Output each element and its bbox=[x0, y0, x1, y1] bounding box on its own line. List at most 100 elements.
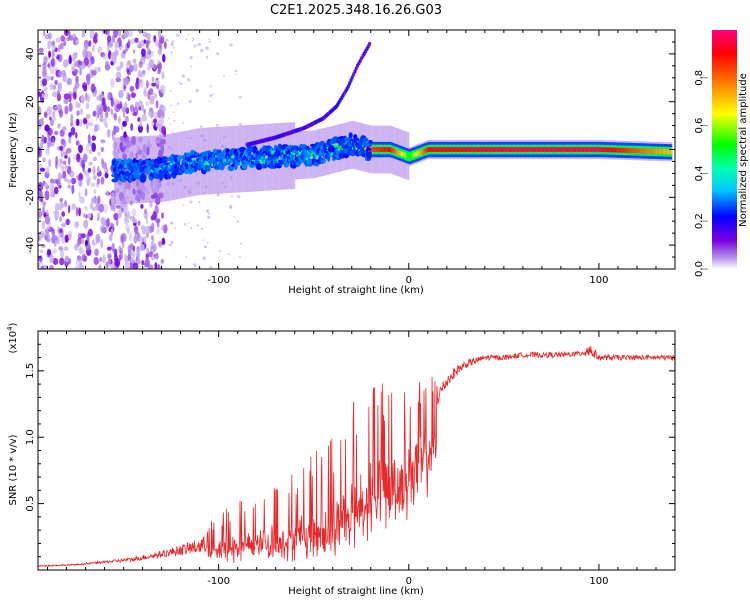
ridge-core bbox=[432, 147, 434, 152]
ridge-core bbox=[652, 148, 654, 154]
noise-blob bbox=[145, 225, 150, 234]
ridge-core bbox=[450, 147, 452, 152]
ridge-core bbox=[666, 149, 668, 155]
ridge-core bbox=[424, 148, 426, 154]
spectrogram-y-ticks: -40 -20 0 20 40 bbox=[25, 29, 675, 270]
noise-blob bbox=[47, 40, 53, 47]
noise-blob bbox=[124, 253, 127, 261]
y-tick-label: 1.0 bbox=[25, 429, 36, 445]
x-tick-label: 0 bbox=[406, 576, 412, 587]
noise-blob bbox=[52, 234, 58, 242]
noise-blob bbox=[48, 158, 52, 168]
ridge-core bbox=[123, 168, 126, 172]
noise-blob bbox=[106, 128, 111, 138]
noise-blob bbox=[71, 184, 75, 195]
noise-blob bbox=[64, 177, 68, 182]
ridge-blob bbox=[205, 166, 211, 172]
ridge-core bbox=[405, 152, 407, 158]
ridge-core bbox=[629, 148, 632, 153]
ridge-core bbox=[669, 149, 672, 155]
x-tick-label: -100 bbox=[207, 576, 230, 587]
ridge-core bbox=[426, 147, 429, 153]
ridge-core bbox=[658, 149, 660, 154]
noise-dot bbox=[234, 74, 237, 76]
x-tick-label: 100 bbox=[589, 275, 608, 286]
noise-blob bbox=[114, 258, 121, 267]
ridge-core bbox=[610, 147, 612, 153]
ridge-core bbox=[473, 147, 475, 152]
ridge-core bbox=[444, 147, 447, 152]
noise-blob bbox=[118, 245, 122, 254]
snr-x-axis-label: Height of straight line (km) bbox=[288, 586, 424, 597]
ridge-core bbox=[391, 147, 393, 153]
noise-blob bbox=[67, 204, 71, 214]
ridge-core bbox=[266, 155, 268, 158]
noise-blob bbox=[90, 83, 96, 93]
noise-blob bbox=[114, 50, 118, 58]
noise-blob bbox=[132, 49, 136, 54]
ridge-core bbox=[507, 147, 510, 152]
noise-blob bbox=[44, 215, 51, 225]
noise-blob bbox=[53, 186, 59, 195]
ridge-core bbox=[419, 150, 422, 155]
noise-blob bbox=[143, 39, 147, 44]
noise-blob bbox=[71, 65, 76, 72]
noise-dot bbox=[216, 52, 220, 56]
ridge-core bbox=[554, 147, 556, 152]
noise-blob bbox=[146, 47, 151, 55]
noise-blob bbox=[155, 252, 159, 260]
ridge-core bbox=[498, 147, 500, 152]
ridge-core bbox=[399, 150, 401, 156]
noise-blob bbox=[150, 235, 155, 241]
noise-blob bbox=[97, 212, 101, 219]
ridge-core bbox=[640, 148, 642, 154]
ridge-core bbox=[532, 147, 535, 152]
noise-blob bbox=[62, 160, 67, 166]
ridge-core bbox=[560, 147, 562, 152]
ridge-core bbox=[630, 148, 633, 153]
ridge-core bbox=[637, 148, 640, 154]
ridge-core bbox=[434, 147, 437, 152]
noise-blob bbox=[156, 63, 161, 70]
ridge-core bbox=[619, 147, 621, 153]
ridge-core bbox=[641, 148, 643, 154]
ridge-core bbox=[439, 147, 441, 152]
ridge-blob bbox=[212, 148, 218, 154]
noise-blob bbox=[91, 142, 96, 152]
noise-blob bbox=[64, 200, 68, 208]
ridge-core bbox=[618, 147, 620, 153]
noise-blob bbox=[62, 61, 68, 68]
ridge-core bbox=[123, 164, 128, 168]
noise-blob bbox=[48, 140, 52, 149]
noise-blob bbox=[112, 248, 118, 254]
noise-blob bbox=[44, 92, 49, 100]
ridge-core bbox=[603, 147, 605, 153]
spectrogram-x-axis-label: Height of straight line (km) bbox=[288, 285, 424, 296]
ridge-core bbox=[310, 153, 313, 157]
noise-blob bbox=[116, 127, 119, 133]
noise-blob bbox=[80, 233, 86, 239]
noise-blob bbox=[56, 54, 60, 60]
noise-blob bbox=[116, 66, 122, 71]
noise-blob bbox=[88, 161, 93, 166]
noise-dot bbox=[190, 227, 193, 230]
ridge-core bbox=[436, 147, 439, 152]
ridge-core bbox=[231, 155, 235, 159]
ridge-core bbox=[525, 147, 528, 152]
ridge-core bbox=[504, 147, 506, 152]
noise-dot bbox=[209, 85, 212, 88]
noise-blob bbox=[131, 250, 136, 258]
noise-blob bbox=[153, 118, 158, 124]
ridge-core bbox=[638, 148, 641, 154]
noise-blob bbox=[91, 44, 95, 53]
noise-blob bbox=[57, 82, 62, 90]
noise-dot bbox=[188, 99, 192, 103]
noise-blob bbox=[38, 210, 43, 218]
noise-blob bbox=[75, 258, 81, 266]
ridge-core bbox=[604, 147, 606, 153]
ridge-core bbox=[548, 147, 551, 152]
noise-blob bbox=[92, 110, 97, 117]
ridge-blob bbox=[362, 137, 369, 143]
noise-blob bbox=[67, 184, 72, 189]
noise-blob bbox=[148, 111, 152, 117]
